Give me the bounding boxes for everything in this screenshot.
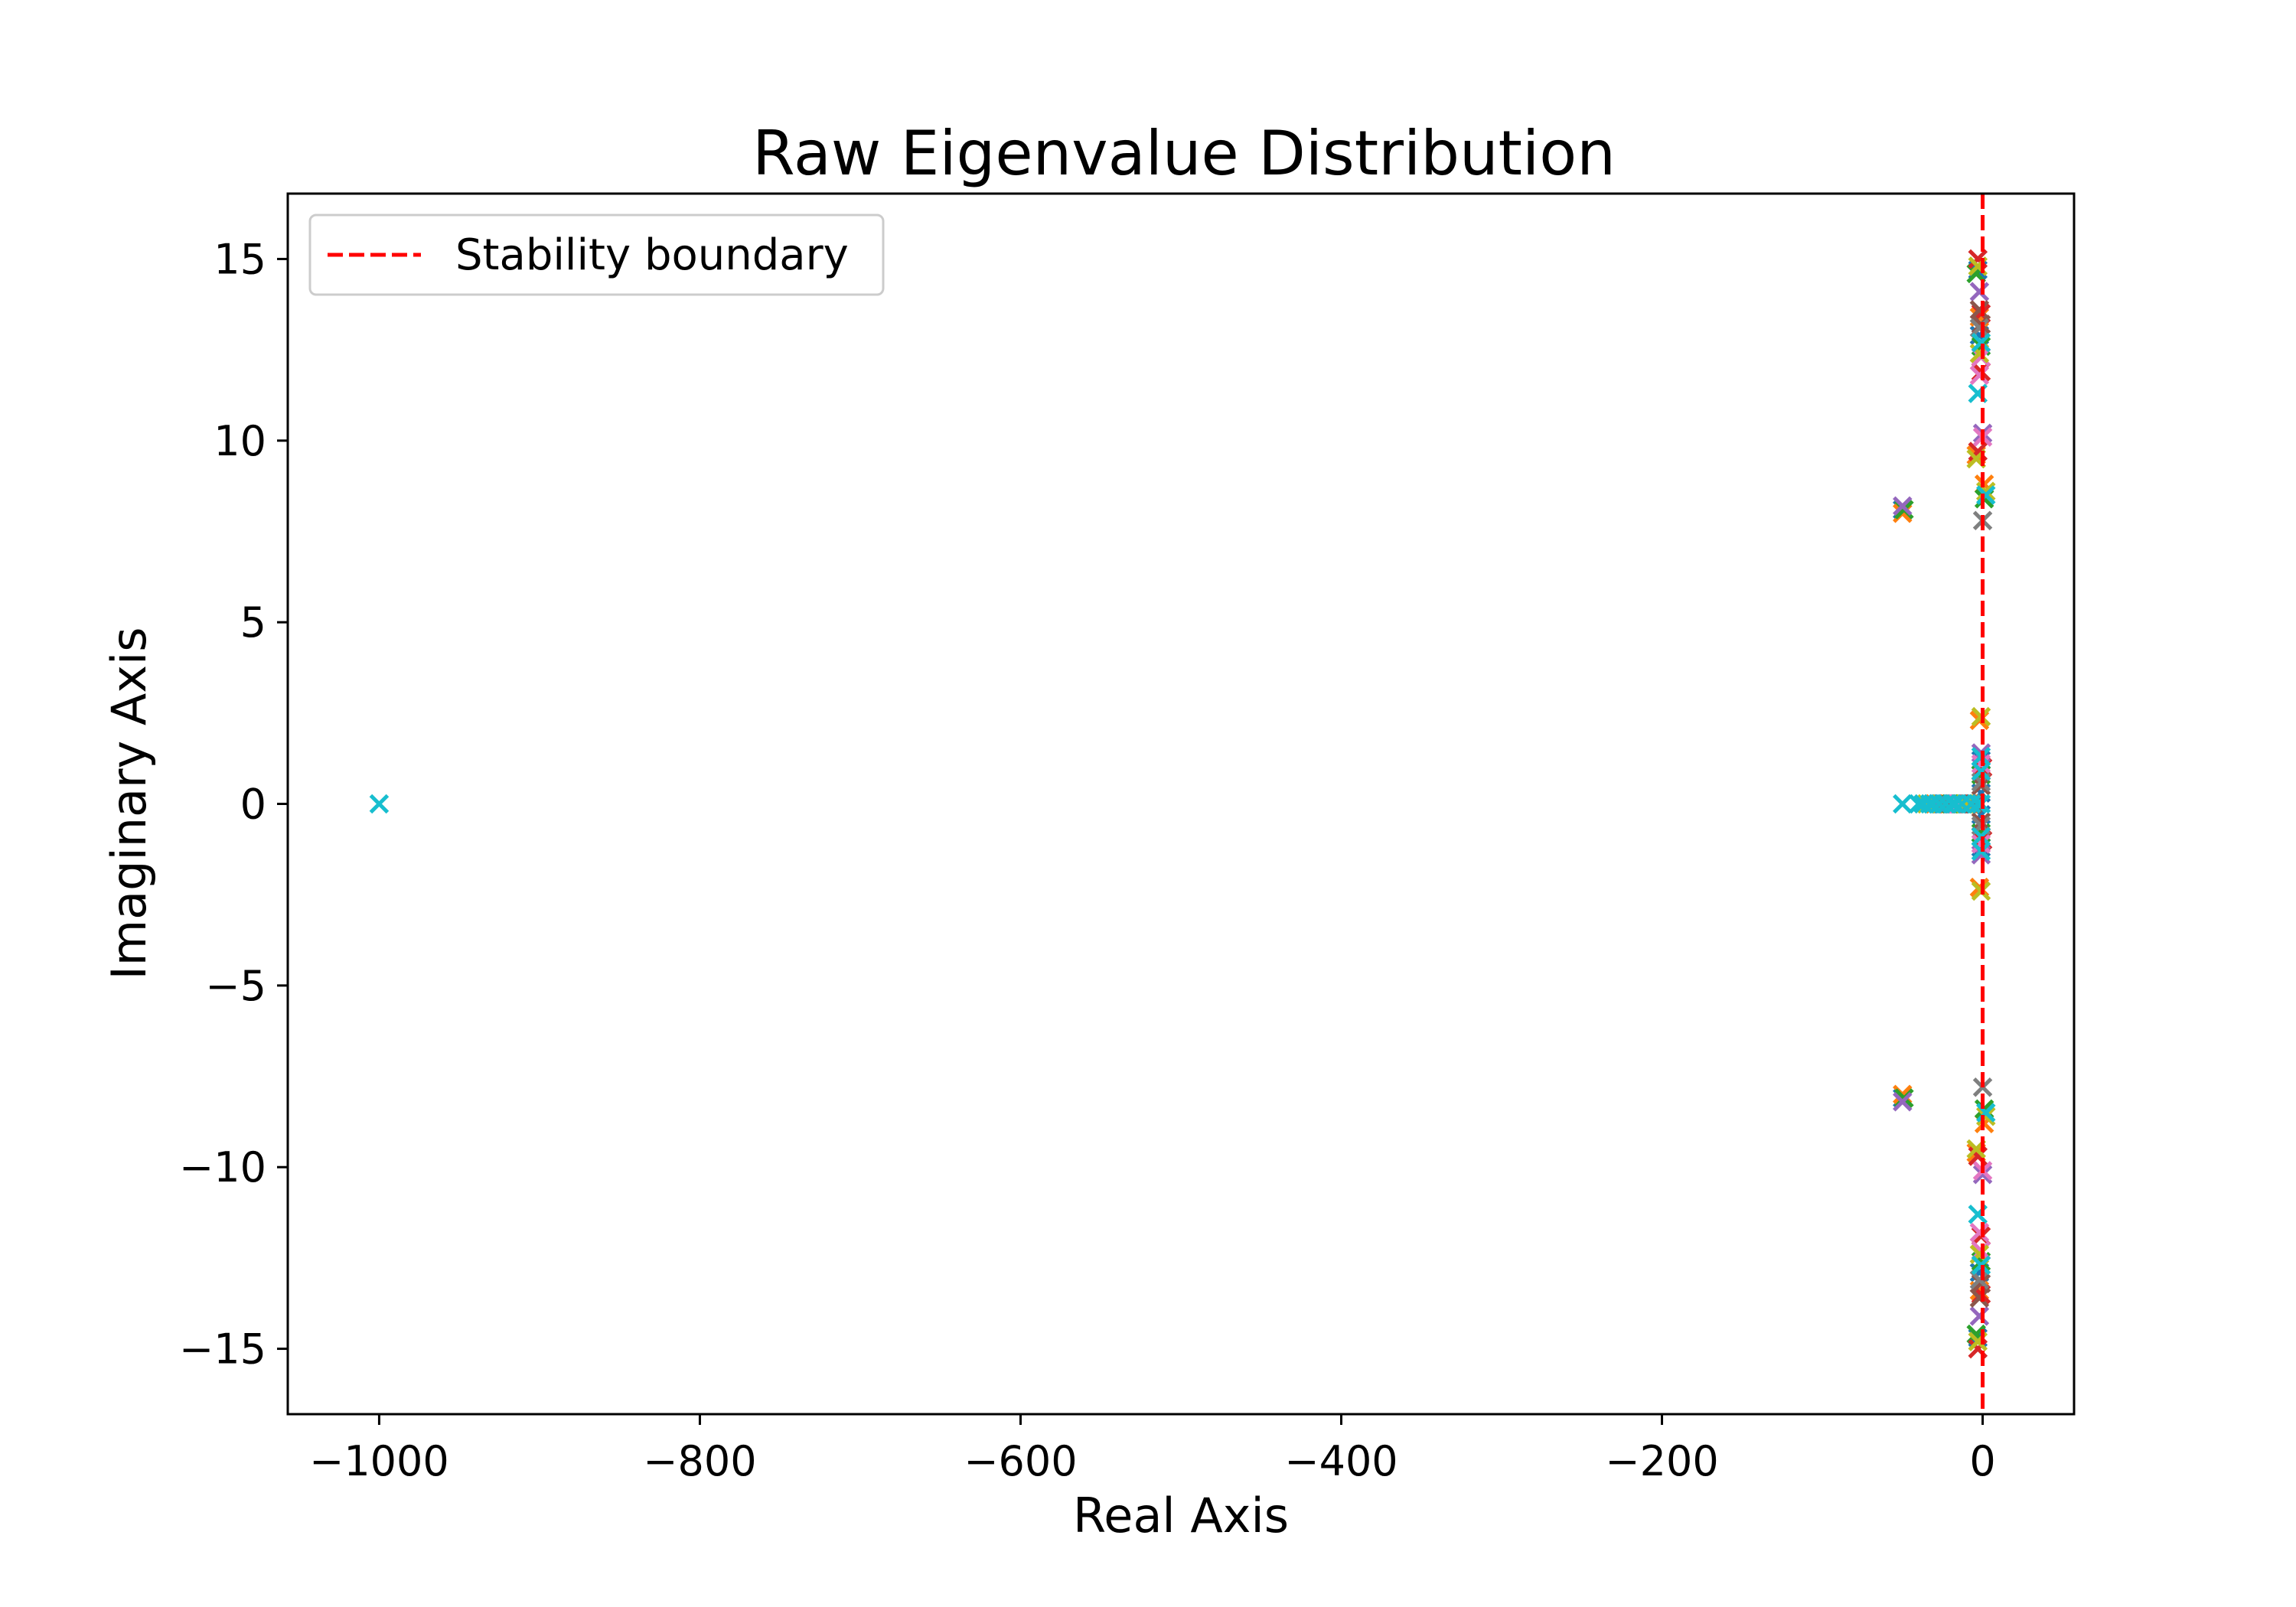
x-tick-label: 0 <box>1969 1437 1995 1485</box>
data-point <box>1969 1306 1990 1326</box>
chart-title: Raw Eigenvalue Distribution <box>752 118 1616 189</box>
data-point <box>1971 761 1991 781</box>
data-point <box>1969 282 1990 302</box>
y-tick-label: −15 <box>179 1325 266 1374</box>
data-point <box>1976 1103 1996 1123</box>
data-point <box>1976 1106 1996 1126</box>
y-tick-label: 10 <box>214 417 266 465</box>
x-axis-ticks: −1000 −800 −600 −400 −200 0 <box>309 1414 1996 1485</box>
x-tick-label: −600 <box>964 1437 1077 1485</box>
x-axis-label: Real Axis <box>1073 1488 1289 1543</box>
plot-background <box>288 194 2074 1414</box>
y-tick-label: 0 <box>240 781 266 829</box>
x-tick-label: −800 <box>643 1437 756 1485</box>
data-point <box>1969 365 1990 386</box>
y-tick-label: 15 <box>214 235 266 283</box>
data-point <box>1893 794 1913 814</box>
legend-label-stability-boundary: Stability boundary <box>455 230 849 280</box>
x-tick-label: −200 <box>1605 1437 1718 1485</box>
data-point <box>1976 485 1996 505</box>
plot-area <box>286 192 2076 1416</box>
data-point <box>1893 496 1913 517</box>
legend-box <box>308 214 885 296</box>
data-point <box>369 794 390 814</box>
x-tick-label: −1000 <box>309 1437 449 1485</box>
data-point <box>1972 1164 1993 1185</box>
data-point <box>1945 794 1965 814</box>
data-point <box>1969 1222 1990 1243</box>
data-point <box>1971 332 1991 353</box>
y-axis-label: Imaginary Axis <box>101 627 157 980</box>
y-tick-label: 5 <box>240 598 266 647</box>
data-point <box>1893 1091 1913 1112</box>
y-axis-ticks: −15 −10 −5 0 5 10 15 <box>179 235 288 1374</box>
y-tick-label: −10 <box>179 1143 266 1191</box>
legend: Stability boundary <box>308 214 885 296</box>
data-point <box>1976 481 1996 502</box>
x-tick-label: −400 <box>1284 1437 1397 1485</box>
y-tick-label: −5 <box>205 962 266 1010</box>
